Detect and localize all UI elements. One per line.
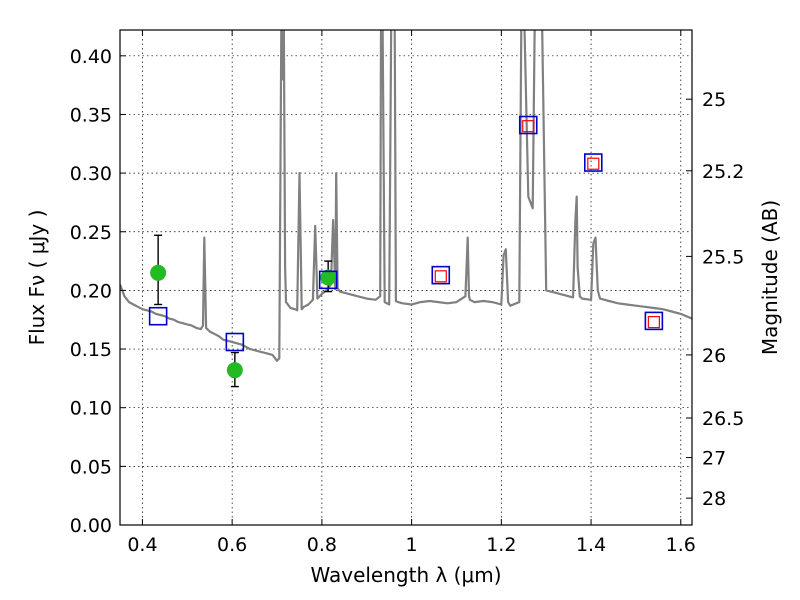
y-tick-label: 0.30 xyxy=(70,163,112,185)
y-tick-label: 0.05 xyxy=(70,456,112,478)
right-tick-label: 25 xyxy=(702,89,726,111)
x-tick-label: 0.6 xyxy=(217,534,247,556)
model-spectrum-line xyxy=(120,30,692,362)
y-tick-label: 0.00 xyxy=(70,515,112,537)
right-tick-label: 25.5 xyxy=(702,246,744,268)
right-tick-label: 25.2 xyxy=(702,161,744,183)
right-tick-label: 26 xyxy=(702,345,726,367)
x-axis-label: Wavelength λ (μm) xyxy=(310,563,501,587)
model-photometry-marker xyxy=(318,270,338,290)
synthetic-photometry-marker xyxy=(522,120,535,133)
x-tick-label: 0.8 xyxy=(307,534,337,556)
observed-point xyxy=(320,269,337,286)
plot-frame xyxy=(119,29,693,526)
synthetic-photometry-marker xyxy=(587,157,600,170)
model-photometry-marker xyxy=(148,306,168,326)
synthetic-photometry-marker xyxy=(434,270,447,283)
y-tick-label: 0.35 xyxy=(70,104,112,126)
model-photometry-marker xyxy=(431,265,451,285)
plot-data xyxy=(120,30,692,388)
x-tick-label: 1.6 xyxy=(666,534,696,556)
x-tick-label: 1.2 xyxy=(486,534,516,556)
model-photometry-marker xyxy=(644,311,664,331)
y-tick-label: 0.10 xyxy=(70,398,112,420)
x-tick-label: 1 xyxy=(406,534,418,556)
model-photometry-marker xyxy=(518,115,538,135)
y-tick-label: 0.15 xyxy=(70,339,112,361)
observed-point xyxy=(150,264,167,281)
model-photometry-marker xyxy=(225,332,245,352)
y-axis-label: Flux Fν ( μJy ) xyxy=(25,210,49,346)
x-tick-label: 0.4 xyxy=(127,534,157,556)
grid xyxy=(120,30,692,526)
model-photometry-marker xyxy=(584,153,603,172)
right-axis-label: Magnitude (AB) xyxy=(758,200,782,355)
x-tick-label: 1.4 xyxy=(576,534,606,556)
y-tick-label: 0.25 xyxy=(70,222,112,244)
observed-point xyxy=(226,362,243,379)
y-tick-label: 0.20 xyxy=(70,280,112,302)
y-tick-label: 0.40 xyxy=(70,46,112,68)
ticks: 0.4 0.6 0.8 1 1.2 1.4 1.6 0.00 0.05 0.10 0.15 0.20 0… xyxy=(70,30,744,556)
right-tick-label: 26.5 xyxy=(702,408,744,430)
right-tick-label: 28 xyxy=(702,488,726,510)
right-tick-label: 27 xyxy=(702,448,726,470)
synthetic-photometry-marker xyxy=(647,315,660,329)
